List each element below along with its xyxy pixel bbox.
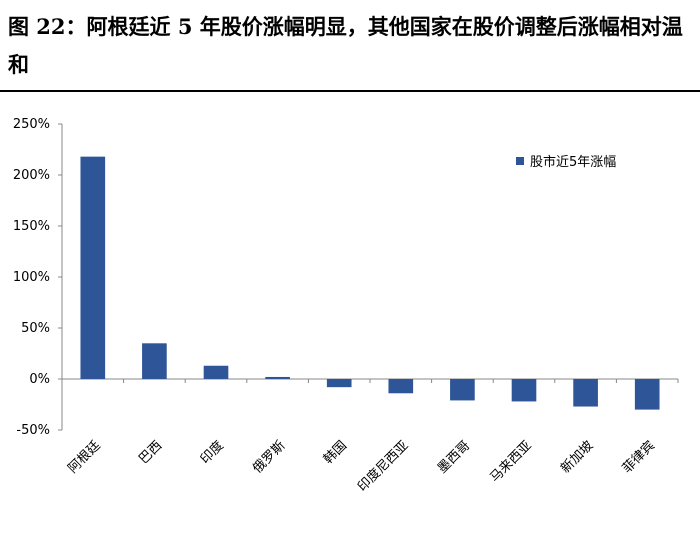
bar <box>326 379 352 388</box>
category-label: 墨西哥 <box>435 438 473 476</box>
y-tick-label: 0% <box>29 372 50 387</box>
y-tick-label: 150% <box>13 219 50 234</box>
y-tick-label: -50% <box>16 423 50 438</box>
title-rule <box>0 90 700 92</box>
category-label: 新加坡 <box>558 438 597 477</box>
category-label: 马来西亚 <box>487 438 534 485</box>
category-label: 印度尼西亚 <box>354 438 411 495</box>
bar <box>388 379 414 394</box>
y-tick-label: 100% <box>13 270 50 285</box>
chart-title: 图 22：阿根廷近 5 年股价涨幅明显，其他国家在股价调整后涨幅相对温和 <box>8 14 683 77</box>
bar <box>450 379 475 401</box>
category-label: 韩国 <box>321 438 350 467</box>
bar <box>573 379 598 407</box>
labels: -50% 0% 50% 100% 150% 200% 250% 阿根廷 巴西 印度 俄罗斯 韩国 印度尼… <box>13 117 658 495</box>
y-tick-label: 200% <box>13 168 50 183</box>
bar <box>203 365 229 379</box>
category-label: 印度 <box>197 438 227 468</box>
bar <box>142 343 167 379</box>
y-tick-label: 50% <box>21 321 50 336</box>
bar <box>511 379 537 402</box>
legend-label: 股市近5年涨幅 <box>530 154 616 170</box>
bar <box>634 379 660 410</box>
category-label: 阿根廷 <box>65 438 103 476</box>
bar <box>80 156 106 379</box>
legend: 股市近5年涨幅 <box>516 154 616 170</box>
category-label: 菲律宾 <box>619 438 658 477</box>
y-tick-label: 250% <box>13 117 50 132</box>
category-label: 俄罗斯 <box>250 438 288 476</box>
category-label: 巴西 <box>136 438 165 467</box>
legend-swatch <box>516 157 524 165</box>
bars <box>80 156 660 410</box>
bar <box>265 376 290 379</box>
